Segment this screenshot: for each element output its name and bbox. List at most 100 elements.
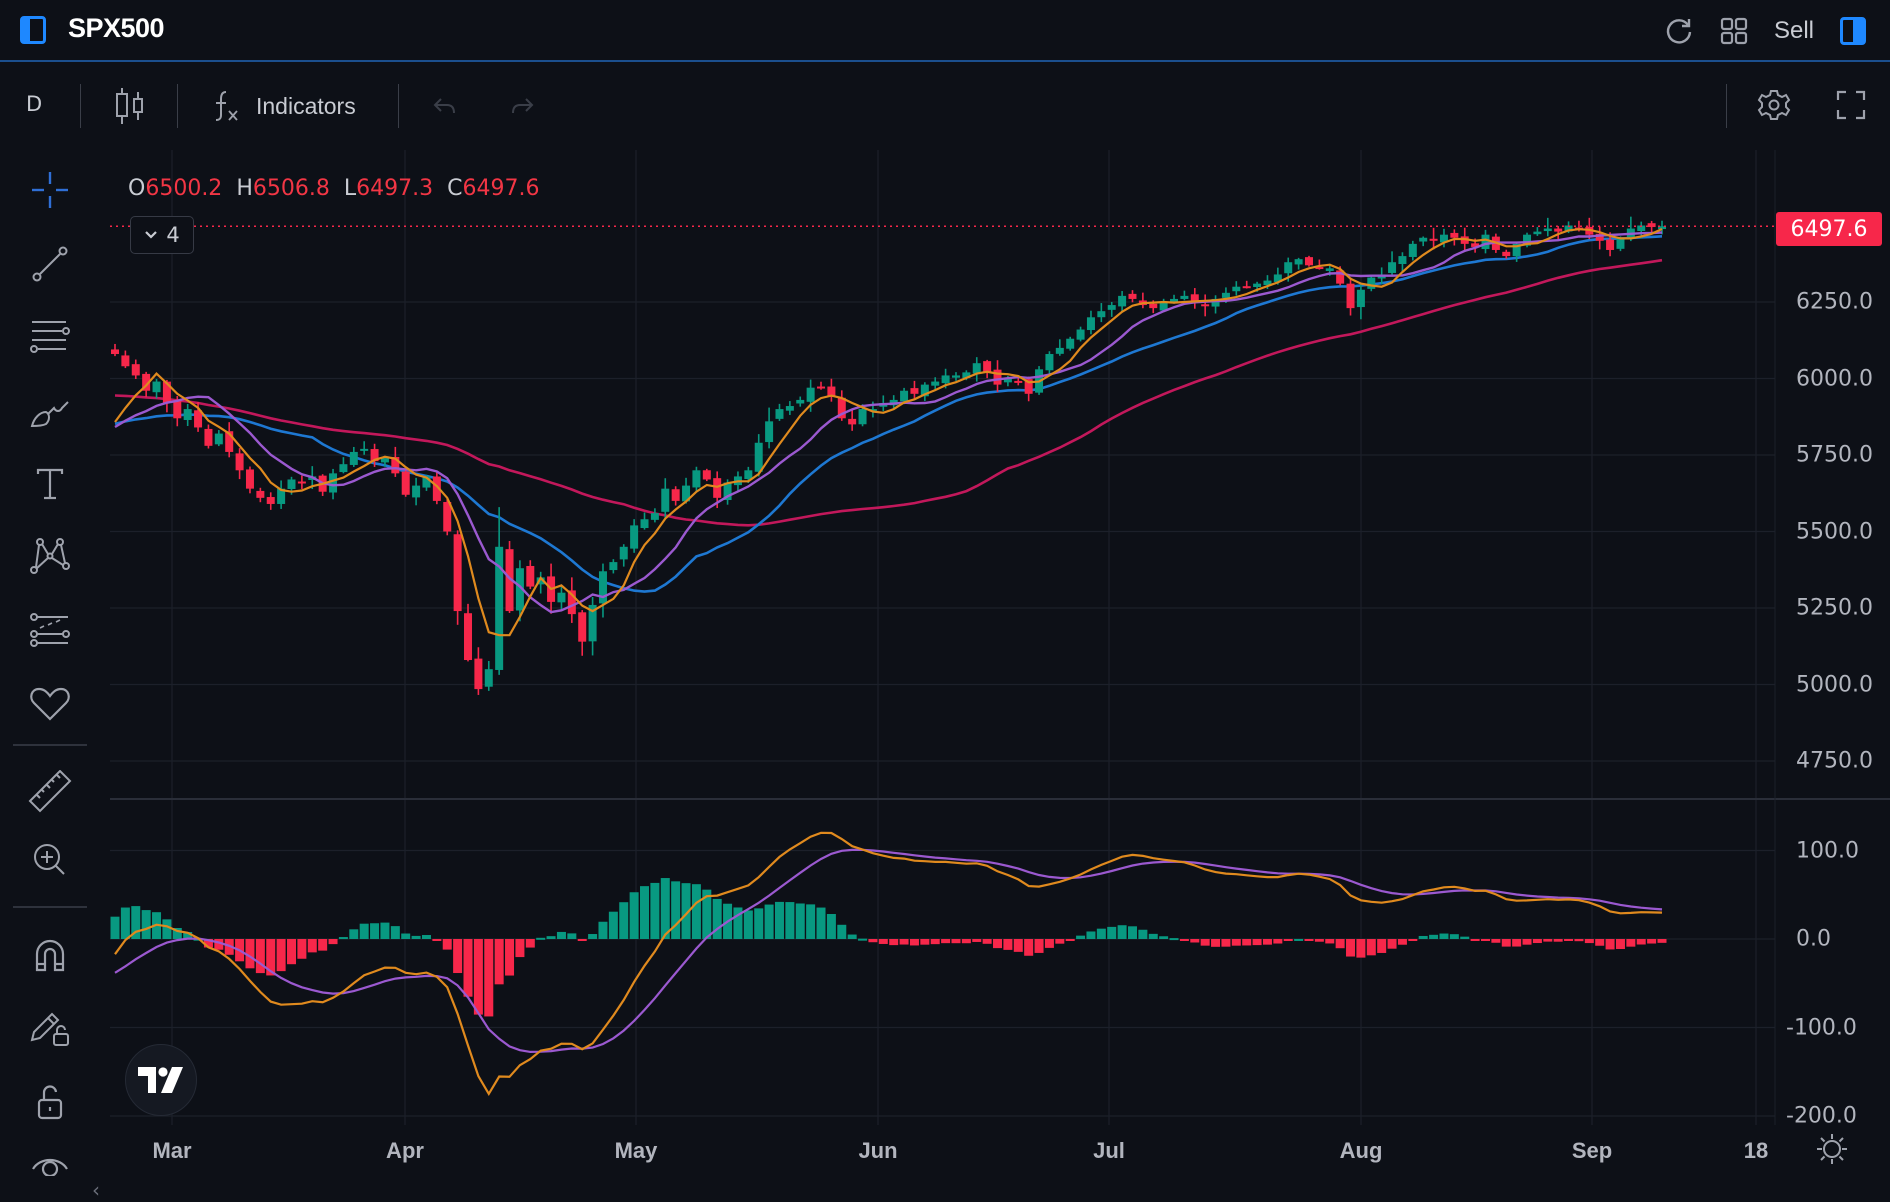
moving-average-line [114, 235, 1663, 593]
price-tick-label: 6000.0 [1796, 366, 1873, 391]
time-tick-label: Jun [858, 1138, 898, 1163]
forecast-tool[interactable] [22, 604, 78, 656]
price-tick-label: 5250.0 [1796, 595, 1873, 621]
brush-tool[interactable] [22, 386, 78, 438]
price-tick-label: 5750.0 [1796, 442, 1873, 468]
chart-canvas[interactable] [0, 0, 1890, 1176]
top-bar: SPX500 Sell [0, 0, 1890, 62]
fullscreen-button[interactable] [1836, 90, 1866, 124]
moving-average-line [114, 228, 1663, 637]
tv-logo-icon [138, 1067, 183, 1093]
chart-toolbar: D Indicators [0, 62, 1890, 150]
moving-average-line [114, 231, 1663, 614]
candles [111, 216, 1666, 695]
time-tick-label: May [614, 1138, 658, 1163]
macd-tick-label: 0.0 [1796, 926, 1831, 952]
price-tick-label: 6250.0 [1796, 289, 1873, 315]
time-tick-label: Apr [386, 1138, 424, 1163]
theme-toggle-button[interactable] [1816, 1133, 1848, 1169]
toolbar-divider [80, 84, 81, 128]
pattern-icon [30, 538, 70, 574]
trend-line-tool[interactable] [22, 238, 78, 290]
heart-icon [30, 687, 70, 721]
price-tick-label: 4750.0 [1796, 748, 1873, 774]
tradingview-logo[interactable] [125, 1044, 197, 1116]
refresh-icon [1666, 19, 1692, 44]
drawing-mode-tool[interactable] [22, 1002, 78, 1054]
macd-tick-label: 100.0 [1796, 838, 1859, 863]
drawing-toolbar: ‹ [0, 150, 100, 1202]
ohlc-legend: O6500.2 H6506.8 L6497.3 C6497.6 [128, 176, 553, 201]
indicator-count: 4 [166, 223, 180, 247]
price-tick-label: 5500.0 [1796, 519, 1873, 544]
close-value: 6497.6 [462, 176, 540, 201]
undo-icon [433, 98, 455, 114]
indicators-button[interactable]: Indicators [212, 84, 356, 128]
sidebar-toggle-icon[interactable] [20, 16, 46, 44]
forecast-icon [30, 613, 70, 647]
layout-button[interactable] [1720, 17, 1748, 45]
layout-grid-icon [1720, 17, 1748, 45]
panel-toggle-icon [1840, 17, 1866, 45]
top-bar-actions: Sell [1664, 14, 1866, 48]
close-label: C [447, 176, 463, 201]
moving-average-line [114, 258, 1663, 527]
macd-tick-label: -100.0 [1786, 1015, 1857, 1040]
eye-icon [32, 1158, 68, 1176]
symbol-name[interactable]: SPX500 [68, 13, 165, 43]
sun-icon [1817, 1134, 1847, 1164]
price-tick-label: 5000.0 [1796, 672, 1873, 697]
lock-tool[interactable] [22, 1076, 78, 1128]
redo-button[interactable] [509, 96, 535, 122]
lock-icon [37, 1085, 63, 1120]
pencil-lock-icon [30, 1012, 69, 1046]
chart-type-button[interactable] [113, 86, 147, 130]
chevron-down-icon [145, 231, 158, 239]
open-value: 6500.2 [145, 176, 223, 201]
low-label: L [343, 176, 357, 201]
crosshair-tool[interactable] [22, 164, 78, 216]
gear-icon [1757, 90, 1791, 120]
fib-lines-icon [30, 321, 70, 353]
panel-toggle-button[interactable] [1840, 17, 1866, 45]
indicators-label: Indicators [256, 92, 356, 119]
toolbar-divider [177, 84, 178, 128]
sell-button[interactable]: Sell [1773, 17, 1814, 44]
trend-line-icon [32, 246, 68, 282]
brush-icon [30, 401, 69, 428]
zoom-in-tool[interactable] [22, 834, 78, 886]
toolbar-divider [398, 84, 399, 128]
settings-button[interactable] [1757, 88, 1791, 126]
low-value: 6497.3 [356, 176, 434, 201]
macd-line [114, 831, 1663, 1097]
text-tool[interactable] [22, 458, 78, 510]
measure-tool[interactable] [22, 766, 78, 818]
refresh-button[interactable] [1664, 16, 1694, 46]
time-tick-label: Aug [1339, 1138, 1383, 1163]
ruler-icon [28, 770, 72, 813]
toolbar-divider [1726, 84, 1727, 128]
fib-tool[interactable] [22, 310, 78, 362]
time-tick-label: Sep [1571, 1138, 1613, 1163]
undo-button[interactable] [432, 96, 458, 122]
time-tick-label: 18 [1743, 1138, 1769, 1163]
macd-tick-label: -200.0 [1786, 1103, 1857, 1129]
tool-divider [13, 906, 87, 908]
high-label: H [236, 176, 253, 201]
high-value: 6506.8 [252, 176, 330, 201]
last-price-tag: 6497.6 [1776, 212, 1882, 246]
timeframe-button[interactable]: D [26, 92, 43, 116]
zoom-in-icon [34, 844, 65, 875]
pattern-tool[interactable] [22, 530, 78, 582]
favorites-tool[interactable] [22, 678, 78, 730]
tool-divider [13, 744, 87, 746]
magnet-tool[interactable] [22, 930, 78, 982]
hide-drawings-tool[interactable] [22, 1144, 78, 1176]
collapse-toolbar-button[interactable]: ‹ [92, 1178, 100, 1202]
time-tick-label: Jul [1093, 1138, 1125, 1163]
text-icon [36, 468, 64, 500]
crosshair-icon [32, 172, 68, 208]
candlestick-icon [116, 88, 143, 124]
indicator-legend-toggle[interactable]: 4 [130, 216, 194, 254]
macd-histogram [110, 878, 1667, 1017]
